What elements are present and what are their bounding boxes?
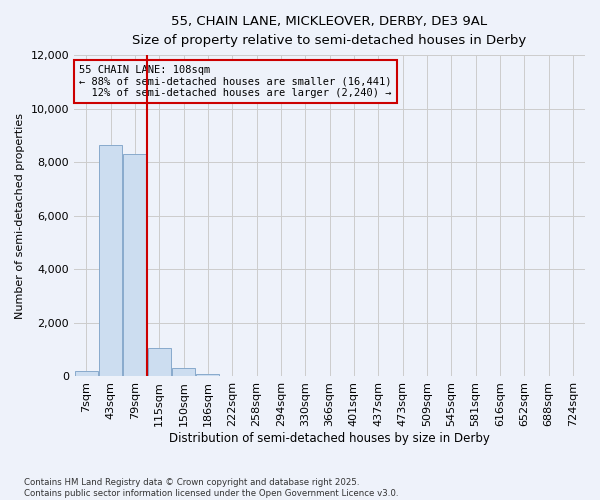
Bar <box>74 371 98 376</box>
Bar <box>148 348 171 376</box>
Bar <box>99 145 122 376</box>
Y-axis label: Number of semi-detached properties: Number of semi-detached properties <box>15 113 25 319</box>
Bar <box>172 368 195 376</box>
Bar <box>196 374 220 376</box>
Text: 55 CHAIN LANE: 108sqm
← 88% of semi-detached houses are smaller (16,441)
  12% o: 55 CHAIN LANE: 108sqm ← 88% of semi-deta… <box>79 65 392 98</box>
Text: Contains HM Land Registry data © Crown copyright and database right 2025.
Contai: Contains HM Land Registry data © Crown c… <box>24 478 398 498</box>
Bar <box>124 154 146 376</box>
Title: 55, CHAIN LANE, MICKLEOVER, DERBY, DE3 9AL
Size of property relative to semi-det: 55, CHAIN LANE, MICKLEOVER, DERBY, DE3 9… <box>133 15 527 47</box>
X-axis label: Distribution of semi-detached houses by size in Derby: Distribution of semi-detached houses by … <box>169 432 490 445</box>
